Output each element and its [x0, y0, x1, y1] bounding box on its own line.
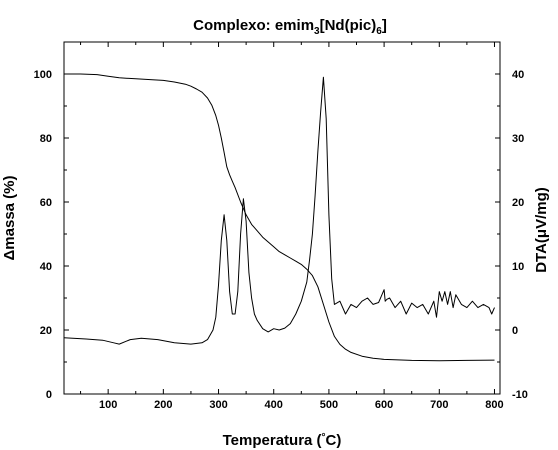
x-tick-label: 800	[485, 399, 503, 411]
y-right-tick-label: 20	[512, 197, 524, 209]
series-layer	[63, 73, 495, 362]
x-tick-label: 400	[265, 399, 283, 411]
x-tick-label: 300	[209, 399, 227, 411]
dta-series-line	[63, 76, 495, 345]
y-right-tick-label: 30	[512, 133, 524, 145]
y-right-tick-label: 40	[512, 69, 524, 81]
y-left-tick-label: 40	[40, 261, 52, 273]
x-axis-ticks: 100 200 300 400 500 600 700 800	[80, 42, 504, 411]
chart-title: Complexo: emim3[Nd(pic)6]	[193, 17, 387, 37]
y-left-axis-title: Δmassa (%)	[1, 176, 18, 261]
y-left-tick-label: 100	[34, 69, 52, 81]
y-right-axis-title: DTA(μV/mg)	[533, 187, 550, 273]
x-tick-label: 200	[154, 399, 172, 411]
y-right-axis-ticks: -10 0 10 20 30 40	[495, 69, 528, 401]
y-right-tick-label: 0	[512, 325, 518, 337]
y-left-axis-ticks: 0 20 40 60 80 100	[34, 69, 69, 401]
x-tick-label: 100	[99, 399, 117, 411]
y-left-tick-label: 20	[40, 325, 52, 337]
tga-series-line	[64, 73, 495, 362]
x-tick-label: 500	[320, 399, 338, 411]
plot-frame	[63, 41, 501, 395]
x-axis-title: Temperatura (°C)	[223, 432, 342, 449]
y-left-tick-label: 80	[40, 133, 52, 145]
y-left-tick-label: 60	[40, 197, 52, 209]
y-right-tick-label: 10	[512, 261, 524, 273]
x-tick-label: 600	[375, 399, 393, 411]
x-tick-label: 700	[430, 399, 448, 411]
y-right-tick-label: -10	[512, 389, 528, 401]
y-left-tick-label: 0	[46, 389, 52, 401]
